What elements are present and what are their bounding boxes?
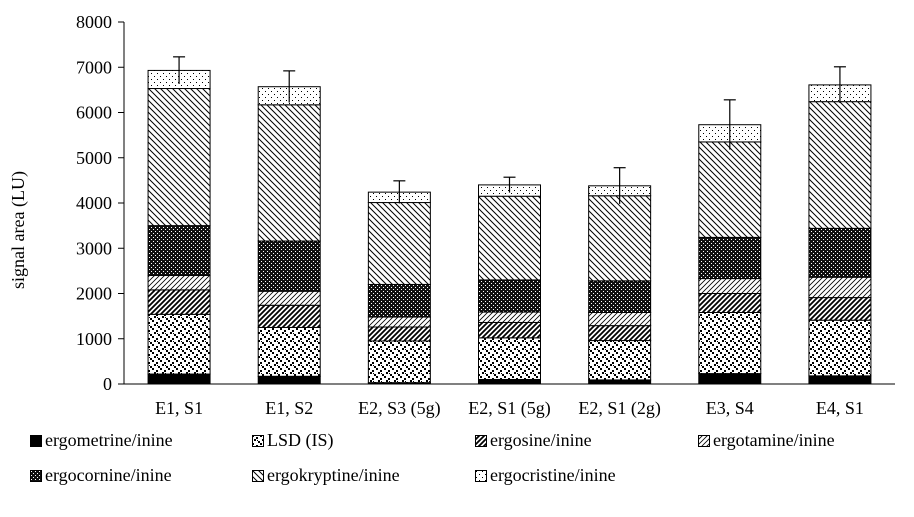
bar-segment (478, 195, 541, 281)
y-tick-label: 6000 (76, 103, 112, 123)
x-tick-label: E4, S1 (816, 398, 864, 418)
legend-swatch (698, 434, 710, 447)
bar-segment (257, 375, 321, 385)
y-tick-label: 2000 (76, 284, 112, 304)
bar-segment (147, 88, 211, 227)
bar-segment (257, 240, 321, 292)
bar-segment (147, 289, 211, 315)
bar-segment (808, 227, 872, 278)
stacked-bar-chart: 0 1000 2000 3000 4000 5000 6000 7000 8000 E1, S1… (8, 12, 895, 419)
bar-segment (698, 236, 762, 280)
bar-segment (257, 290, 321, 306)
bar-segment (588, 280, 652, 314)
y-tick-label: 5000 (76, 148, 112, 168)
bar-segment (147, 274, 211, 291)
bar-segment (478, 321, 541, 339)
y-tick-label: 1000 (76, 329, 112, 349)
bar-segment (478, 279, 541, 313)
bar-segment (147, 313, 211, 375)
legend-swatch (30, 434, 42, 447)
legend-label: ergocristine/inine (490, 465, 616, 485)
legend-label: LSD (IS) (267, 430, 334, 450)
bar-segment (808, 375, 872, 385)
bar-segment (478, 337, 541, 380)
bar-segment (588, 325, 652, 342)
legend-swatch (252, 434, 264, 447)
bar-segment (147, 373, 211, 385)
x-tick-label: E2, S1 (5g) (468, 398, 551, 419)
y-tick-label: 4000 (76, 193, 112, 213)
bar-segment (808, 319, 872, 377)
legend-label: ergotamine/inine (713, 430, 835, 450)
legend-item: ergometrine/inine (30, 430, 173, 451)
y-tick-label: 0 (103, 374, 112, 394)
bar-segment (698, 293, 762, 314)
y-tick-label: 8000 (76, 12, 112, 32)
bar-segment (478, 311, 541, 323)
x-tick-label: E2, S3 (5g) (358, 398, 441, 419)
legend-item: ergocornine/inine (30, 465, 172, 486)
y-tick-label: 3000 (76, 238, 112, 258)
bar-segment (588, 340, 652, 381)
bar-segment (478, 378, 541, 385)
bar-segment (367, 316, 431, 328)
legend-swatch (252, 469, 264, 482)
y-tick-label: 7000 (76, 57, 112, 77)
y-axis-title: signal area (LU) (8, 171, 29, 289)
bar-segment (588, 195, 652, 282)
bar-segment (698, 373, 762, 385)
legend-label: ergosine/inine (490, 430, 592, 450)
bar-segment (367, 202, 431, 285)
bars-group (147, 69, 872, 385)
bar-segment (588, 312, 652, 327)
x-tick-label: E1, S2 (265, 398, 313, 418)
legend-swatch (475, 469, 487, 482)
legend-label: ergometrine/inine (45, 430, 173, 450)
bar-segment (808, 276, 872, 299)
bar-segment (698, 141, 762, 238)
bar-segment (257, 104, 321, 242)
x-axis: E1, S1 E1, S2 E2, S3 (5g) E2, S1 (5g) E2, S1… (124, 383, 895, 419)
x-tick-label: E3, S4 (706, 398, 754, 418)
x-tick-label: E2, S1 (2g) (578, 398, 661, 419)
legend-item: ergocristine/inine (475, 465, 616, 486)
bar-segment (257, 304, 321, 328)
legend-label: ergocornine/inine (45, 465, 172, 485)
bar-segment (698, 278, 762, 295)
bar-segment (808, 297, 872, 321)
bar-segment (808, 101, 872, 229)
legend-swatch (475, 434, 487, 447)
legend-swatch (30, 469, 42, 482)
legend-item: ergotamine/inine (698, 430, 835, 451)
legend-label: ergokryptine/inine (267, 465, 400, 485)
legend-item: LSD (IS) (252, 430, 334, 451)
bar-segment (588, 379, 652, 385)
bar-segment (367, 283, 431, 318)
y-axis: 0 1000 2000 3000 4000 5000 6000 7000 8000 (76, 12, 125, 394)
error-bars-group (173, 56, 846, 204)
bar-segment (367, 326, 431, 342)
bar-segment (698, 312, 762, 375)
legend-item: ergokryptine/inine (252, 465, 400, 486)
legend-item: ergosine/inine (475, 430, 592, 451)
bar-segment (367, 340, 431, 384)
bar-segment (147, 225, 211, 276)
x-tick-label: E1, S1 (155, 398, 203, 418)
bar-segment (257, 326, 321, 377)
